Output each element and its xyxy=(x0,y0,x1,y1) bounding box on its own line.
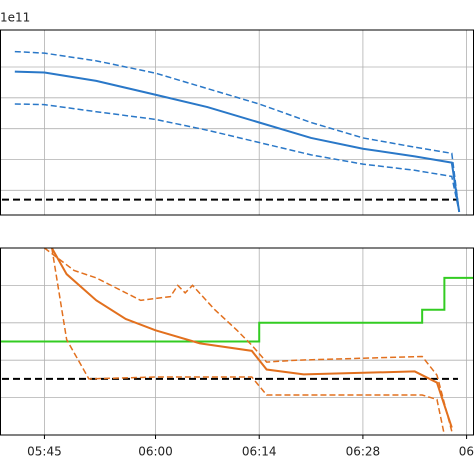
series-line xyxy=(43,247,453,432)
x-tick-label: 06 xyxy=(459,445,474,459)
x-tick-label: 06:28 xyxy=(346,445,381,459)
series-line xyxy=(14,103,460,213)
series-line xyxy=(14,70,461,213)
series-line xyxy=(0,276,474,343)
series-line xyxy=(14,50,460,213)
x-tick-label: 06:14 xyxy=(242,445,277,459)
x-tick-label: 05:45 xyxy=(27,445,62,459)
offset-label: 1e11 xyxy=(0,11,30,25)
series-line xyxy=(51,247,446,436)
x-tick-label: 06:00 xyxy=(138,445,173,459)
series-line xyxy=(50,247,453,428)
